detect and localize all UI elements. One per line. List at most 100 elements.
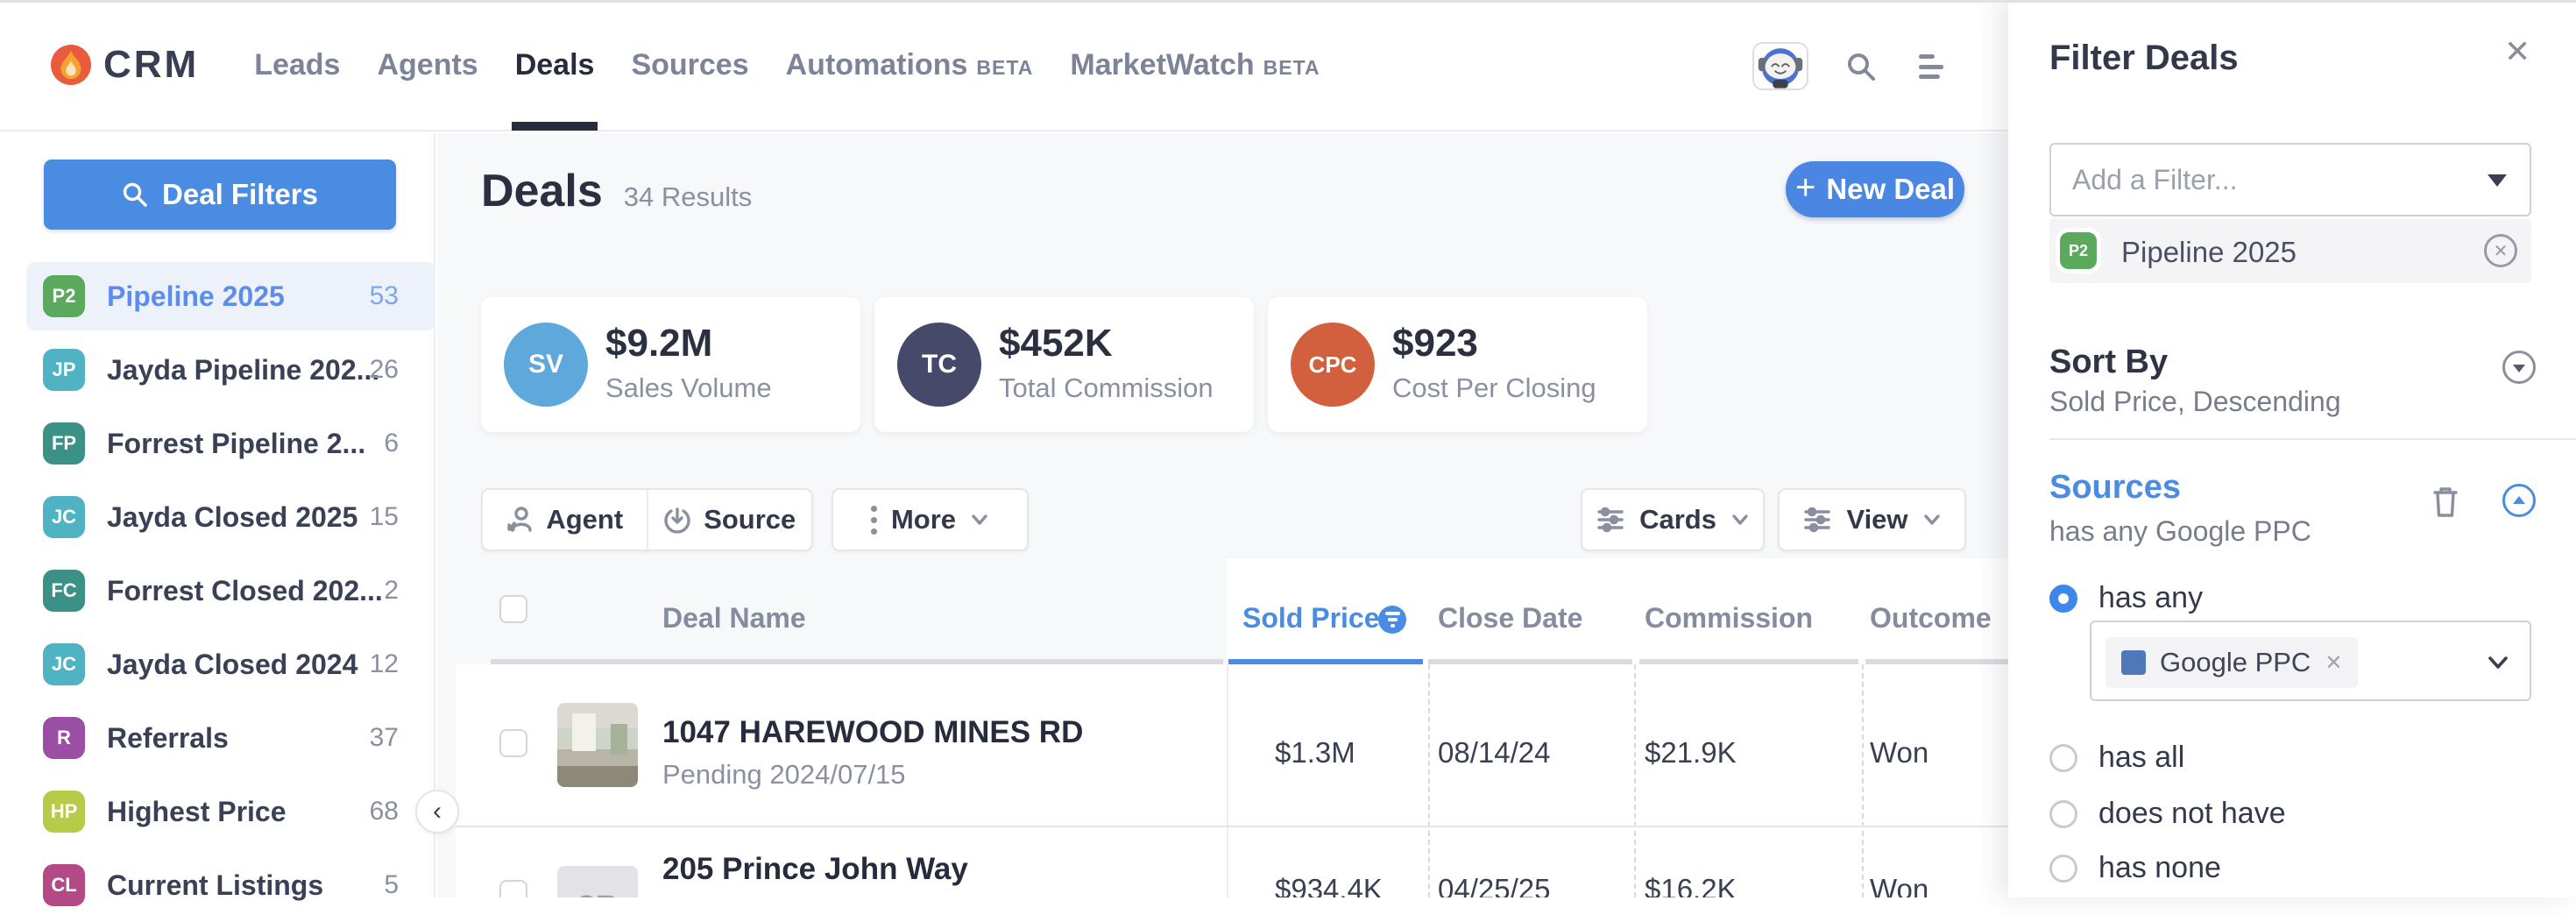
pipeline-count: 5: [384, 870, 399, 899]
pipeline-name: Jayda Closed 2024: [107, 648, 358, 680]
close-date-value: 04/25/25: [1438, 873, 1551, 897]
row-checkbox[interactable]: [499, 880, 527, 897]
radio-option-has-any[interactable]: has any: [2049, 581, 2203, 615]
sort-expand-icon[interactable]: [2502, 351, 2536, 384]
nav-item-agents[interactable]: Agents: [377, 47, 478, 82]
nav-item-leads[interactable]: Leads: [254, 47, 341, 82]
nav-item-deals[interactable]: Deals: [511, 0, 598, 131]
column-header-outcome[interactable]: Outcome: [1870, 602, 1992, 634]
cost-per-closing-icon: CPC: [1291, 323, 1375, 407]
menu-icon[interactable]: [1919, 54, 1945, 79]
commission-value: $21.9K: [1645, 736, 1737, 769]
stat-card-sales-volume: SV $9.2M Sales Volume: [481, 297, 860, 432]
chevron-down-icon: [1732, 514, 1748, 525]
plus-icon: +: [1794, 168, 1816, 207]
radio-unselected[interactable]: [2049, 854, 2077, 883]
radio-option-does-not-have[interactable]: does not have: [2049, 797, 2286, 831]
remove-filter-icon[interactable]: ✕: [2484, 234, 2517, 267]
sidebar-item-jayda-closed-2025[interactable]: JC Jayda Closed 2025 15: [0, 480, 435, 554]
sidebar-collapse-button[interactable]: ‹: [415, 790, 459, 833]
new-deal-button[interactable]: + New Deal: [1786, 161, 1964, 217]
pipeline-badge: P2: [2060, 232, 2097, 269]
search-icon[interactable]: [1845, 51, 1877, 82]
source-filter-button[interactable]: Source: [646, 490, 812, 550]
user-avatar[interactable]: [1752, 42, 1808, 90]
top-nav: CRM Leads Agents Deals Sources Automatio…: [0, 0, 2008, 131]
outcome-value: Won: [1870, 873, 1929, 897]
table-row[interactable]: 1047 HAREWOOD MINES RD Pending 2024/07/1…: [456, 664, 2008, 826]
pipeline-name: Pipeline 2025: [107, 280, 285, 312]
sidebar-item-current-listings[interactable]: CL Current Listings 5: [0, 848, 435, 922]
pipeline-badge: JC: [43, 643, 85, 685]
chevron-down-icon: [972, 514, 987, 525]
source-tag-select[interactable]: Google PPC ✕: [2090, 621, 2531, 701]
deal-filters-button[interactable]: Deal Filters: [44, 160, 396, 230]
sidebar-item-jayda-pipeline[interactable]: JP Jayda Pipeline 202... 26: [0, 333, 435, 407]
main-content: Deals 34 Results + New Deal SV $9.2M Sal…: [437, 133, 2008, 897]
brand-name: CRM: [103, 43, 200, 86]
sources-collapse-icon[interactable]: [2502, 484, 2536, 517]
more-filters-button[interactable]: More: [832, 488, 1029, 551]
nav-item-automations[interactable]: Automations BETA: [785, 47, 1034, 82]
radio-unselected[interactable]: [2049, 799, 2077, 828]
sidebar-item-forrest-pipeline[interactable]: FP Forrest Pipeline 2... 6: [0, 407, 435, 480]
property-thumbnail: [557, 703, 638, 787]
nav-right: [0, 0, 2008, 131]
column-header-close-date[interactable]: Close Date: [1438, 602, 1583, 634]
sidebar-item-pipeline-2025[interactable]: P2 Pipeline 2025 53: [0, 259, 435, 333]
chevron-down-icon: [2488, 656, 2508, 669]
remove-tag-icon[interactable]: ✕: [2325, 650, 2343, 675]
radio-unselected[interactable]: [2049, 743, 2077, 772]
stat-label: Sales Volume: [605, 372, 772, 403]
sidebar-item-referrals[interactable]: R Referrals 37: [0, 701, 435, 775]
stat-value: $923: [1392, 322, 1478, 365]
kebab-icon: [870, 505, 877, 535]
agent-filter-button[interactable]: Agent: [483, 490, 647, 550]
deal-status: Pending 2024/07/15: [662, 759, 906, 790]
header-underline: [491, 659, 1223, 664]
column-header-commission[interactable]: Commission: [1645, 602, 1814, 634]
deals-table: Deal Name Sold Price Close Date Commissi…: [456, 558, 2008, 897]
nav-item-sources[interactable]: Sources: [631, 47, 749, 82]
select-all-checkbox[interactable]: [499, 595, 527, 623]
nav-item-marketwatch[interactable]: MarketWatch BETA: [1070, 47, 1320, 82]
column-header-deal-name[interactable]: Deal Name: [662, 602, 806, 634]
cards-dropdown-button[interactable]: Cards: [1581, 488, 1765, 551]
sidebar-item-jayda-closed-2024[interactable]: JC Jayda Closed 2024 12: [0, 628, 435, 701]
divider: [2049, 438, 2576, 440]
table-row[interactable]: 2P 205 Prince John Way $934.4K 04/25/25 …: [456, 826, 2008, 897]
pipeline-name: Current Listings: [107, 869, 324, 901]
sort-indicator-icon[interactable]: [1378, 606, 1406, 634]
deal-name[interactable]: 205 Prince John Way: [662, 852, 968, 886]
view-dropdown-button[interactable]: View: [1778, 488, 1966, 551]
radio-option-has-all[interactable]: has all: [2049, 741, 2184, 775]
deal-name[interactable]: 1047 HAREWOOD MINES RD: [662, 715, 1084, 749]
sidebar: Deal Filters P2 Pipeline 2025 53 JP Jayd…: [0, 133, 435, 906]
row-checkbox[interactable]: [499, 729, 527, 757]
source-icon: [664, 507, 690, 534]
sidebar-item-highest-price[interactable]: HP Highest Price 68: [0, 775, 435, 848]
brand[interactable]: CRM: [51, 43, 199, 87]
pipeline-badge: FC: [43, 570, 85, 612]
sources-section-label[interactable]: Sources: [2049, 469, 2181, 506]
robot-avatar-icon: [1754, 44, 1807, 89]
agent-icon: [507, 507, 533, 532]
trash-icon[interactable]: [2430, 484, 2461, 519]
radio-option-has-none[interactable]: has none: [2049, 851, 2221, 885]
close-icon[interactable]: ✕: [2504, 33, 2531, 69]
panel-title: Filter Deals: [2049, 39, 2239, 77]
pipeline-badge: P2: [43, 275, 85, 317]
active-filter-name: Pipeline 2025: [2121, 236, 2296, 268]
pipeline-badge: JP: [43, 349, 85, 391]
stat-value: $452K: [999, 322, 1113, 365]
add-filter-select[interactable]: Add a Filter...: [2049, 143, 2531, 216]
results-count: 34 Results: [623, 181, 753, 212]
beta-badge: BETA: [1263, 55, 1320, 79]
sidebar-item-forrest-closed[interactable]: FC Forrest Closed 202... 2: [0, 554, 435, 628]
commission-value: $16.2K: [1645, 873, 1737, 897]
sources-summary: has any Google PPC: [2049, 515, 2311, 547]
header-underline: [1639, 659, 1858, 664]
outcome-value: Won: [1870, 736, 1929, 769]
column-header-sold-price[interactable]: Sold Price: [1242, 602, 1380, 634]
radio-selected[interactable]: [2049, 584, 2077, 613]
